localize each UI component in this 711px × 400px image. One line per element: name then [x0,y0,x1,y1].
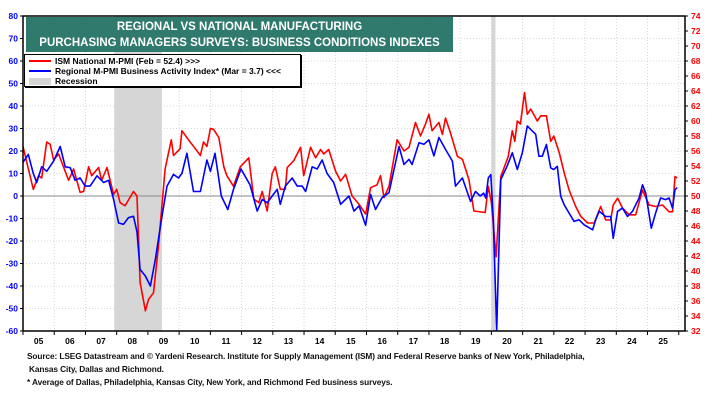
right-tick-label: 68 [691,56,701,66]
x-tick-label: 13 [284,336,294,346]
x-tick-label: 23 [596,336,606,346]
left-tick-label: 40 [9,101,19,111]
x-tick-label: 18 [440,336,450,346]
legend-item-regional: Regional M-PMI Business Activity Index* … [29,66,300,76]
right-axis: 74 72 70 68 66 64 62 60 58 56 54 52 50 48 46 44 42 40 38 36… [685,11,701,336]
source-line-2: Kansas City, Dallas and Richmond. [29,364,164,374]
right-tick-label: 44 [691,236,701,246]
left-tick-label: 30 [9,124,19,134]
legend-item-ism: ISM National M-PMI (Feb = 52.4) >>> [29,56,300,66]
left-tick-label: -30 [6,259,19,269]
x-tick-label: 15 [346,336,356,346]
right-tick-label: 74 [691,11,701,21]
right-tick-label: 56 [691,146,701,156]
right-tick-label: 54 [691,161,701,171]
x-tick-label: 11 [221,336,230,346]
x-tick-label: 21 [534,336,544,346]
x-tick-label: 09 [159,336,169,346]
x-tick-label: 06 [65,336,75,346]
left-tick-label: -40 [6,281,19,291]
right-tick-label: 46 [691,221,701,231]
blue-line-swatch [29,70,51,72]
left-tick-label: -50 [6,304,19,314]
x-axis: 05 06 07 08 09 10 11 12 13 14 15 16 17 18 19 20 21 22 23 24… [22,331,680,346]
x-tick-label: 25 [658,336,668,346]
right-tick-label: 66 [691,71,701,81]
x-tick-label: 16 [377,336,387,346]
legend-item-recession: Recession [29,76,300,86]
x-tick-label: 17 [409,336,419,346]
right-tick-label: 48 [691,206,701,216]
left-tick-label: -60 [6,326,19,336]
recession-band [491,16,496,331]
x-tick-label: 05 [34,336,44,346]
left-tick-label: 80 [9,11,19,21]
recession-swatch [29,77,51,85]
x-tick-label: 22 [565,336,575,346]
legend: ISM National M-PMI (Feb = 52.4) >>> Regi… [24,54,301,87]
x-tick-label: 10 [190,336,200,346]
right-tick-label: 36 [691,296,701,306]
x-tick-label: 07 [96,336,106,346]
source-line-1: Source: LSEG Datastream and © Yardeni Re… [27,351,585,361]
right-tick-label: 62 [691,101,701,111]
x-tick-label: 12 [252,336,262,346]
left-tick-label: -20 [6,236,19,246]
footnote: * Average of Dallas, Philadelphia, Kansa… [27,377,393,387]
left-tick-label: 50 [9,79,19,89]
chart-title: REGIONAL VS NATIONAL MANUFACTURING PURCH… [26,17,453,52]
right-tick-label: 34 [691,311,701,321]
left-tick-label: 10 [9,169,19,179]
title-line-2: PURCHASING MANAGERS SURVEYS: BUSINESS CO… [39,37,440,49]
left-axis: 80 70 60 50 40 30 20 10 0 -10 -20 -30 -40 -50 -60 [6,11,23,336]
right-tick-label: 42 [691,251,701,261]
left-tick-label: 0 [13,191,18,201]
right-tick-label: 70 [691,41,701,51]
right-tick-label: 50 [691,191,701,201]
right-tick-label: 38 [691,281,701,291]
legend-label-regional: Regional M-PMI Business Activity Index* … [55,66,281,76]
ism-series-line [22,91,678,312]
right-tick-label: 64 [691,86,701,96]
left-tick-label: -10 [6,214,19,224]
left-tick-label: 20 [9,146,19,156]
legend-label-ism: ISM National M-PMI (Feb = 52.4) >>> [55,56,201,66]
x-tick-label: 14 [315,336,325,346]
left-tick-label: 70 [9,34,19,44]
right-tick-label: 52 [691,176,701,186]
x-tick-label: 19 [471,336,481,346]
right-tick-label: 32 [691,326,701,336]
title-line-1: REGIONAL VS NATIONAL MANUFACTURING [116,21,363,33]
x-tick-label: 24 [627,336,637,346]
legend-label-recession: Recession [55,76,98,86]
gridlines [22,15,685,332]
right-tick-label: 72 [691,26,701,36]
right-tick-label: 60 [691,116,701,126]
regional-series-line [22,125,678,332]
right-tick-label: 58 [691,131,701,141]
red-line-swatch [29,60,51,62]
right-tick-label: 40 [691,266,701,276]
left-tick-label: 60 [9,56,19,66]
footer: Source: LSEG Datastream and © Yardeni Re… [27,350,585,389]
x-tick-label: 20 [502,336,512,346]
x-tick-label: 08 [128,336,138,346]
